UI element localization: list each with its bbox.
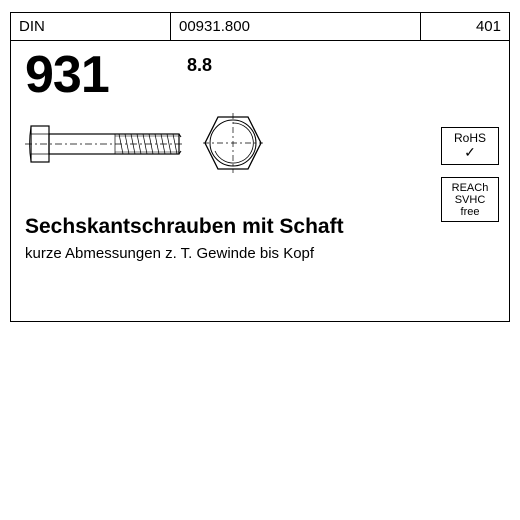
body-area: 931 8.8: [11, 41, 509, 321]
product-subtitle: kurze Abmessungen z. T. Gewinde bis Kopf: [25, 245, 314, 262]
din-number: 931: [25, 45, 109, 105]
reach-line1: REACh: [444, 182, 496, 194]
reach-badge: REACh SVHC free: [441, 177, 499, 222]
hex-front-drawing: [203, 113, 263, 173]
check-icon: ✓: [444, 145, 496, 160]
datasheet: DIN 00931.800 401 931 8.8: [10, 12, 510, 322]
header-row: DIN 00931.800 401: [11, 13, 509, 41]
reach-line3: free: [444, 206, 496, 218]
header-page: 401: [421, 13, 509, 40]
header-standard: DIN: [11, 13, 171, 40]
reach-line2: SVHC: [444, 194, 496, 206]
product-title: Sechskantschrauben mit Schaft: [25, 215, 344, 239]
header-code: 00931.800: [171, 13, 421, 40]
strength-grade: 8.8: [187, 55, 212, 76]
bolt-side-drawing: [25, 119, 185, 169]
rohs-badge: RoHS ✓: [441, 127, 499, 165]
